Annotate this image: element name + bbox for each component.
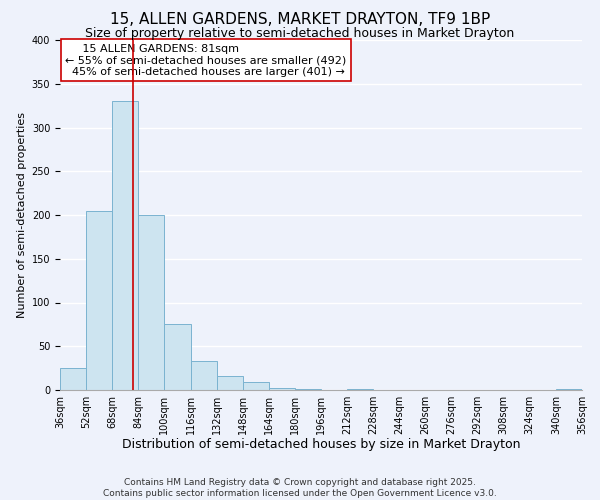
- X-axis label: Distribution of semi-detached houses by size in Market Drayton: Distribution of semi-detached houses by …: [122, 438, 520, 452]
- Bar: [112, 101, 139, 390]
- Text: Size of property relative to semi-detached houses in Market Drayton: Size of property relative to semi-detach…: [85, 28, 515, 40]
- Bar: [86, 210, 112, 390]
- Text: 15, ALLEN GARDENS, MARKET DRAYTON, TF9 1BP: 15, ALLEN GARDENS, MARKET DRAYTON, TF9 1…: [110, 12, 490, 28]
- Bar: [139, 215, 164, 390]
- Bar: [347, 389, 373, 390]
- Text: 15 ALLEN GARDENS: 81sqm
← 55% of semi-detached houses are smaller (492)
  45% of: 15 ALLEN GARDENS: 81sqm ← 55% of semi-de…: [65, 44, 346, 76]
- Bar: [164, 324, 191, 390]
- Bar: [217, 376, 243, 390]
- Bar: [60, 368, 86, 390]
- Text: Contains HM Land Registry data © Crown copyright and database right 2025.
Contai: Contains HM Land Registry data © Crown c…: [103, 478, 497, 498]
- Bar: [269, 388, 295, 390]
- Bar: [243, 382, 269, 390]
- Bar: [295, 389, 321, 390]
- Bar: [556, 389, 582, 390]
- Y-axis label: Number of semi-detached properties: Number of semi-detached properties: [17, 112, 28, 318]
- Bar: [191, 361, 217, 390]
